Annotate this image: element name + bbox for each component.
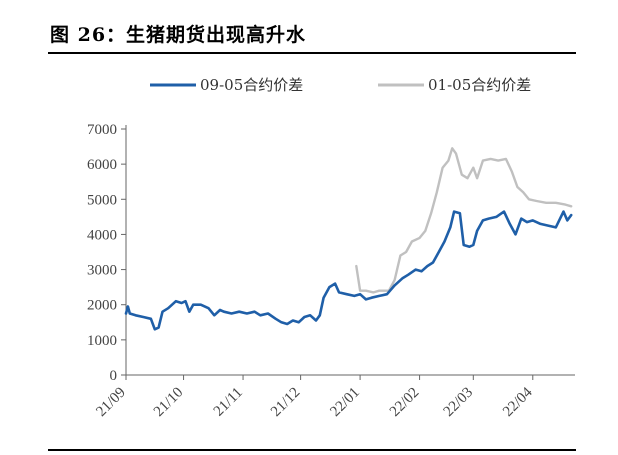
- title-rule: [48, 52, 576, 54]
- x-tick-label: 22/02: [387, 385, 422, 420]
- y-tick-label: 6000: [87, 157, 117, 173]
- legend-label: 01-05合约价差: [428, 76, 531, 94]
- x-tick-label: 22/03: [441, 385, 476, 420]
- y-tick-label: 7000: [87, 122, 117, 138]
- y-tick-label: 0: [110, 368, 118, 384]
- x-tick-label: 21/09: [93, 385, 128, 420]
- x-tick-label: 21/10: [151, 385, 186, 420]
- y-axis: 0 1000 2000 3000 4000 5000 6000 7000: [87, 122, 127, 384]
- series-line: [124, 210, 573, 331]
- y-tick-label: 4000: [87, 227, 117, 243]
- chart-legend: 09-05合约价差 01-05合约价差: [150, 76, 531, 94]
- bottom-rule: [48, 449, 576, 451]
- x-tick-label: 21/12: [268, 385, 303, 420]
- series-group: [124, 147, 573, 331]
- series-line: [355, 147, 573, 294]
- y-tick-label: 1000: [87, 333, 117, 349]
- legend-label: 09-05合约价差: [200, 76, 303, 94]
- y-tick-label: 3000: [87, 263, 117, 279]
- figure-title: 图 26：生猪期货出现高升水: [50, 24, 307, 46]
- x-axis: 21/09 21/10 21/11 21/12 22/01 22/02 22/03 22/04: [93, 374, 575, 420]
- y-tick-label: 2000: [87, 298, 117, 314]
- x-tick-label: 22/04: [500, 384, 536, 420]
- x-tick-label: 21/11: [211, 385, 246, 420]
- y-tick-label: 5000: [87, 192, 117, 208]
- x-tick-label: 22/01: [327, 385, 362, 420]
